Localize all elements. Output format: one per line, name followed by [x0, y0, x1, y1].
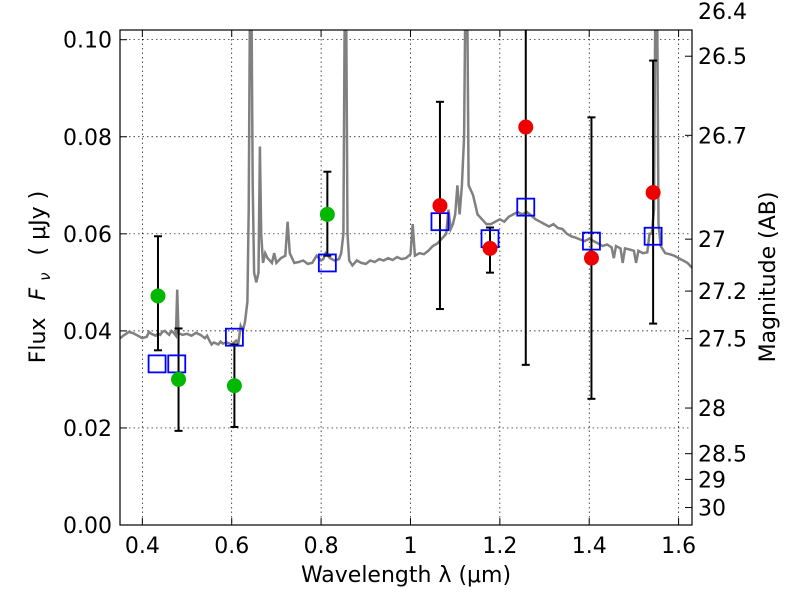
model-spectrum-line: [120, 30, 692, 347]
x-tick-label: 0.6: [214, 534, 249, 559]
y2-tick-label: 30: [698, 497, 726, 522]
y2-tick-label: 27.2: [698, 280, 747, 305]
grid: [120, 30, 692, 525]
x-tick-label: 1.4: [572, 534, 607, 559]
y2-tick-label: 29: [698, 468, 726, 493]
model-square: [317, 253, 337, 273]
x-axis: 0.4 0.6 0.8 1 1.2 1.4 1.6: [125, 30, 696, 559]
observed-circle: [518, 119, 534, 135]
x-tick-label: 1: [403, 534, 417, 559]
x-tick-label: 0.8: [304, 534, 339, 559]
model-square: [147, 354, 167, 374]
y-tick-label: 0.04: [63, 320, 112, 345]
y2-axis-label: Magnitude (AB): [756, 192, 781, 363]
y-axis-label: Flux F ν ( μJy ): [26, 191, 56, 363]
y2-tick-label: 26.4: [698, 0, 747, 25]
y-tick-label: 0.02: [63, 417, 112, 442]
observed-circle: [583, 250, 599, 266]
x-tick-label: 1.2: [482, 534, 517, 559]
observed-circle: [226, 378, 242, 394]
y2-tick-label: 28: [698, 397, 726, 422]
y-axis-label-symbol: F: [26, 287, 51, 300]
observed-circle: [171, 371, 187, 387]
y2-tick-label: 27.5: [698, 328, 747, 353]
observed-points: [150, 119, 661, 394]
observed-circle: [319, 206, 335, 222]
y2-tick-label: 28.5: [698, 443, 747, 468]
y2-tick-label: 26.7: [698, 124, 747, 149]
observed-circle: [645, 185, 661, 201]
y2-tick-label: 27: [698, 228, 726, 253]
y2-tick-label: 26.5: [698, 45, 747, 70]
y-tick-label: 0.06: [63, 223, 112, 248]
plot-area: [120, 30, 692, 432]
model-square: [516, 197, 536, 217]
observed-circle: [150, 288, 166, 304]
model-square: [430, 212, 450, 232]
x-axis-label: Wavelength λ (μm): [301, 563, 511, 588]
y-axis-label-subscript: ν: [36, 272, 54, 280]
y-tick-label: 0.00: [63, 514, 112, 539]
model-square: [224, 327, 244, 347]
x-tick-label: 0.4: [125, 534, 160, 559]
y-axis-label-prefix: Flux: [26, 317, 51, 363]
model-square: [582, 231, 601, 251]
plot-background: [120, 30, 692, 525]
y-tick-label: 0.10: [63, 29, 112, 54]
y2-axis: 26.4 26.5 26.7 27 27.2 27.5 28 28.529 30: [685, 0, 747, 522]
observed-circle: [482, 240, 498, 256]
y-axis: 0.00 0.02 0.04 0.06 0.08 0.10: [63, 29, 127, 539]
observed-circle: [432, 198, 448, 214]
plot-frame: [119, 29, 693, 526]
y-tick-label: 0.08: [63, 126, 112, 151]
model-square: [643, 226, 663, 246]
y-axis-label-unit: ( μJy ): [26, 191, 51, 256]
x-tick-label: 1.6: [661, 534, 696, 559]
